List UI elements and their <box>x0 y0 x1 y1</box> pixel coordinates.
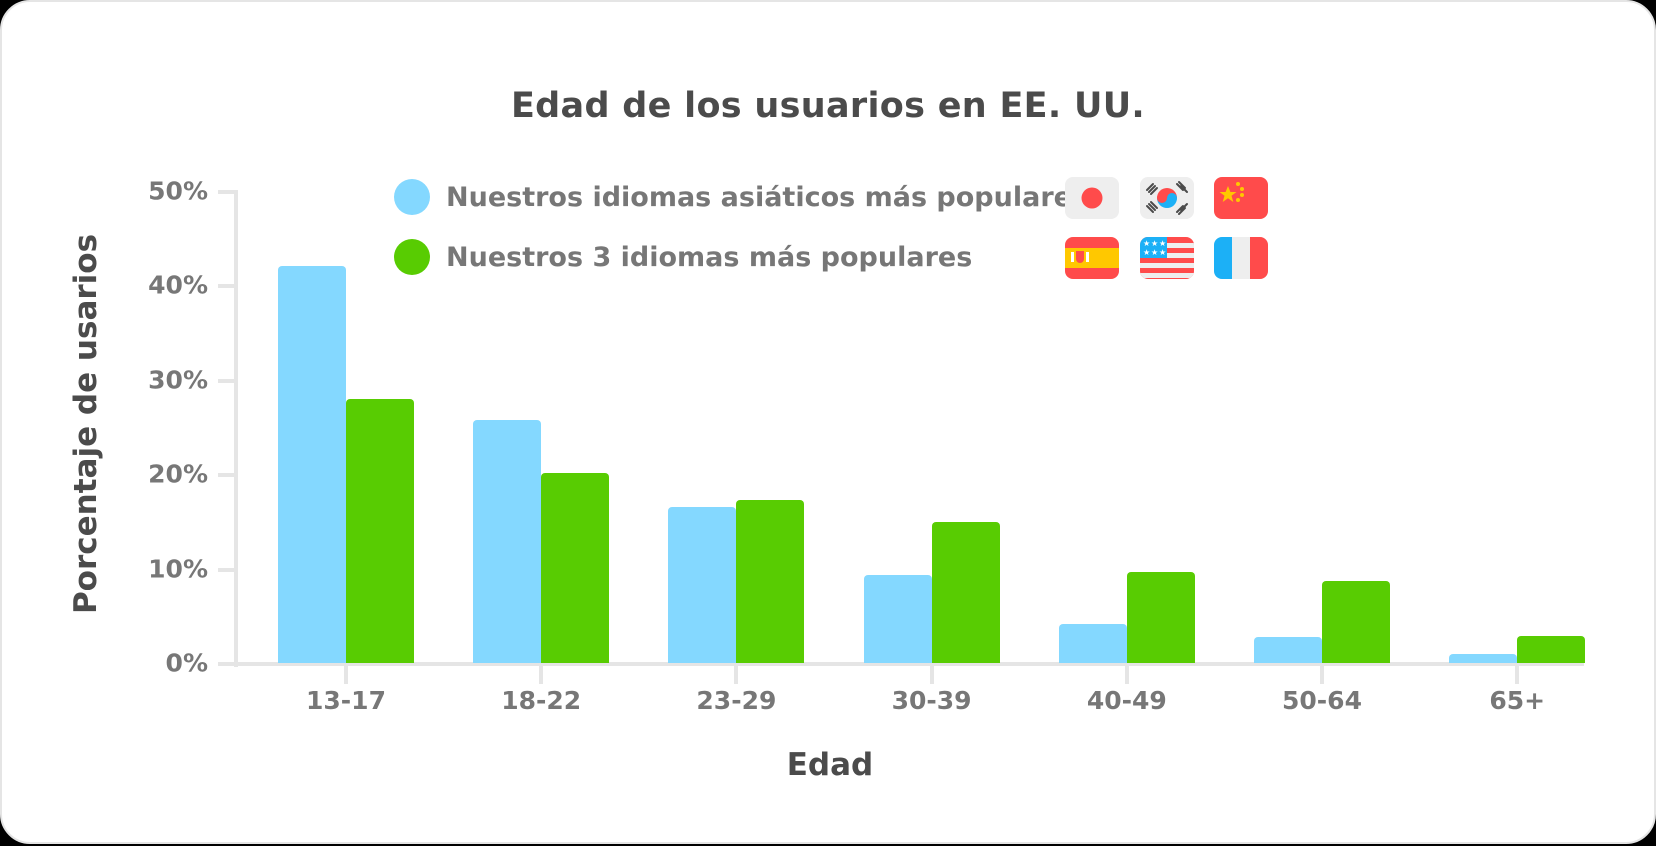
x-axis-line <box>218 662 1584 666</box>
bar-asian-50-64 <box>1254 636 1322 663</box>
y-tick-label: 50% <box>148 176 208 205</box>
svg-text:★: ★ <box>1143 248 1150 257</box>
bar-asian-23-29 <box>668 507 737 663</box>
usa-flag-icon: ★ ★ ★ ★ ★ ★ <box>1140 237 1194 279</box>
bar-asian-18-22 <box>473 420 542 663</box>
x-tick-label: 50-64 <box>1282 686 1362 715</box>
y-tick <box>218 284 236 288</box>
china-flag-icon <box>1214 177 1268 219</box>
x-tick <box>734 664 739 684</box>
bar-top3-23-29 <box>736 500 805 663</box>
legend-item-top3: Nuestros 3 idiomas más populares <box>394 239 972 275</box>
japan-flag-icon <box>1065 177 1119 219</box>
spain-flag-icon <box>1065 237 1119 279</box>
x-tick-label: 30-39 <box>891 686 972 715</box>
bar-top3-50-64 <box>1322 580 1390 663</box>
x-tick-label: 23-29 <box>696 686 777 715</box>
y-tick-label: 10% <box>148 554 208 583</box>
legend-label: Nuestros idiomas asiáticos más populares <box>446 181 1089 213</box>
legend-dot-top3 <box>394 239 430 275</box>
legend-item-asian: Nuestros idiomas asiáticos más populares <box>394 179 1088 215</box>
x-tick <box>1320 664 1324 684</box>
bar-top3-30-39 <box>931 522 1000 663</box>
x-tick <box>929 664 934 684</box>
bar-top3-40-49 <box>1126 572 1195 663</box>
france-flag-icon <box>1214 237 1268 279</box>
y-tick-label: 0% <box>165 648 208 678</box>
x-axis-title: Edad <box>786 747 874 783</box>
y-tick <box>218 473 236 477</box>
bar-top3-13-17 <box>346 399 414 663</box>
bar-top3-18-22 <box>541 473 610 663</box>
x-tick-label: 13-17 <box>306 686 386 715</box>
svg-text:★: ★ <box>1159 248 1166 257</box>
svg-text:★: ★ <box>1143 239 1150 248</box>
svg-text:★: ★ <box>1159 239 1166 248</box>
y-tick <box>218 189 236 194</box>
bar-asian-40-49 <box>1058 624 1127 663</box>
x-tick <box>1515 664 1520 684</box>
y-tick <box>218 378 236 383</box>
y-tick-label: 20% <box>148 459 208 489</box>
bar-asian-65+ <box>1449 653 1518 663</box>
svg-text:★: ★ <box>1151 248 1158 257</box>
svg-text:★: ★ <box>1151 239 1158 248</box>
y-tick <box>218 567 236 572</box>
bar-top3-65+ <box>1517 635 1586 663</box>
y-tick-label: 40% <box>148 270 208 300</box>
y-tick-label: 30% <box>148 365 208 394</box>
x-tick-label: 65+ <box>1489 686 1546 715</box>
legend-label: Nuestros 3 idiomas más populares <box>446 241 973 273</box>
legend-dot-asian <box>394 179 430 215</box>
bar-asian-13-17 <box>278 266 346 663</box>
bar-asian-30-39 <box>863 575 932 663</box>
y-axis-line <box>234 190 238 667</box>
x-tick <box>539 664 544 684</box>
south-korea-flag-icon <box>1140 177 1194 219</box>
x-tick-label: 18-22 <box>501 686 582 715</box>
x-tick <box>1124 664 1129 684</box>
chart-title: Edad de los usuarios en EE. UU. <box>510 86 1146 126</box>
x-tick-label: 40-49 <box>1086 686 1167 715</box>
x-tick <box>344 664 348 684</box>
